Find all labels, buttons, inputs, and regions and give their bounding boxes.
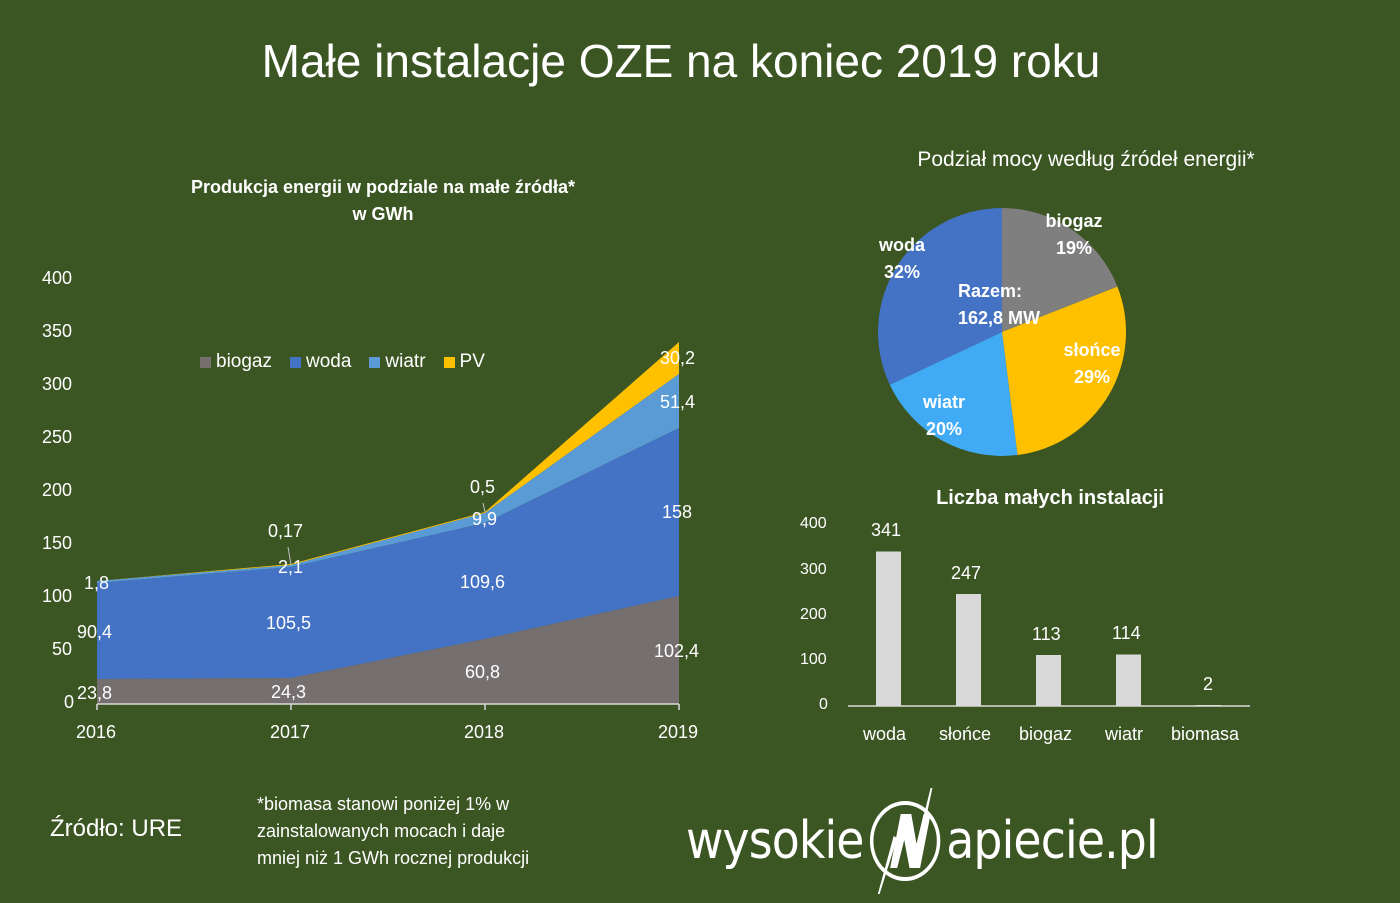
data-label-wiatr: 9,9: [472, 509, 498, 529]
logo-text-right: apiecie.pl: [946, 811, 1158, 871]
legend-item-biogaz: biogaz: [200, 351, 272, 373]
area-woda: [97, 428, 679, 679]
bar-slonce: [956, 594, 981, 706]
pie-label-biogaz: biogaz 19%: [1045, 211, 1103, 258]
legend-swatch: [443, 356, 455, 368]
y-tick: 300: [42, 374, 73, 394]
bar-value-label: 247: [951, 563, 982, 583]
data-label-pv: 0,5: [470, 477, 496, 497]
pie-slice-slonce: [1002, 286, 1126, 455]
pie-label-woda: woda 32%: [878, 235, 925, 282]
leader-line: [482, 502, 486, 513]
pie-label-wiatr: wiatr 20%: [922, 392, 965, 439]
bar-woda: [876, 551, 901, 706]
bar-value-label: 113: [1032, 624, 1061, 644]
x-tick: 2019: [658, 722, 699, 742]
pie-chart-title: Podział mocy według źródeł energii*: [917, 148, 1255, 171]
data-label-woda: 109,6: [460, 572, 506, 592]
area-chart-title-line1: Produkcja energii w podziale na małe źró…: [190, 177, 576, 197]
data-label-biogaz: 24,3: [271, 682, 307, 702]
data-label-pv: 30,2: [660, 348, 696, 368]
bar-y-tick: 400: [800, 515, 827, 532]
data-label-biogaz: 23,8: [77, 683, 113, 703]
data-label-wiatr: 1,8: [84, 573, 110, 593]
bar-category-label: biomasa: [1171, 724, 1240, 744]
bar-category-label: woda: [863, 724, 907, 744]
area-plot: [96, 342, 680, 710]
lightning-n-icon: [869, 788, 941, 894]
y-tick: 200: [42, 480, 73, 500]
bar-biogaz: [1036, 655, 1061, 706]
area-wiatr: [97, 374, 679, 583]
bar-plot: [848, 551, 1250, 707]
legend-swatch: [200, 356, 211, 368]
y-tick: 50: [52, 639, 73, 659]
data-label-wiatr: 51,4: [660, 392, 696, 412]
data-label-woda: 90,4: [77, 622, 113, 642]
data-label-woda: 105,5: [266, 613, 312, 633]
bar-value-label: 341: [871, 520, 902, 540]
area-chart-title-line2: w GWh: [352, 204, 414, 224]
x-tick: 2017: [270, 722, 311, 742]
data-label-biogaz: 102,4: [654, 641, 700, 661]
legend-item-pv: PV: [443, 351, 485, 373]
footnote: *biomasa stanowi poniżej 1% w zainstalow…: [257, 794, 530, 868]
pie-slice-biogaz: [1002, 208, 1118, 332]
bar-value-label: 2: [1203, 674, 1214, 694]
bar-category-label: wiatr: [1105, 724, 1144, 744]
legend-item-woda: woda: [290, 351, 351, 373]
area-biogaz: [97, 596, 679, 704]
area-chart-title: Produkcja energii w podziale na małe źró…: [150, 174, 616, 228]
bar-category-label: słońce: [939, 724, 992, 744]
legend-swatch: [290, 356, 301, 368]
data-label-woda: 158: [662, 502, 693, 522]
logo-text-left: wysokie: [686, 811, 864, 871]
leader-line: [287, 546, 292, 566]
bar-chart-title: Liczba małych instalacji: [936, 487, 1164, 509]
bar-y-tick: 100: [800, 651, 827, 668]
bar-y-tick: 300: [800, 561, 827, 578]
pie-center-label: Razem: 162,8 MW: [958, 281, 1041, 328]
source-label: Źródło: URE: [50, 815, 183, 842]
data-label-pv: 0,17: [268, 521, 304, 541]
bar-category-label: biogaz: [1019, 724, 1073, 744]
pie-label-slonce: słońce 29%: [1063, 340, 1121, 387]
y-tick: 400: [42, 268, 73, 288]
legend-swatch: [369, 356, 381, 368]
pie-plot: [877, 208, 1126, 456]
bar-wiatr: [1116, 654, 1141, 706]
legend-item-wiatr: wiatr: [369, 351, 426, 373]
bar-value-label: 114: [1112, 623, 1141, 643]
data-label-biogaz: 60,8: [465, 662, 501, 682]
bar-y-tick: 0: [819, 696, 828, 713]
area-legend: biogaz woda wiatr PV: [200, 351, 503, 373]
x-tick: 2016: [76, 722, 117, 742]
brand-logo: wysokie apiecie.pl: [686, 786, 1159, 896]
y-tick: 150: [42, 533, 73, 553]
data-label-wiatr: 2,1: [278, 557, 304, 577]
y-tick: 100: [42, 586, 73, 606]
pie-slice-woda: [877, 208, 1002, 385]
y-tick: 350: [42, 321, 73, 341]
pie-slice-wiatr: [889, 332, 1018, 456]
x-tick: 2018: [464, 722, 505, 742]
page-title: Małe instalacje OZE na koniec 2019 roku: [261, 35, 1101, 87]
y-tick: 0: [64, 692, 75, 712]
bar-y-tick: 200: [800, 606, 827, 623]
y-tick: 250: [42, 427, 73, 447]
